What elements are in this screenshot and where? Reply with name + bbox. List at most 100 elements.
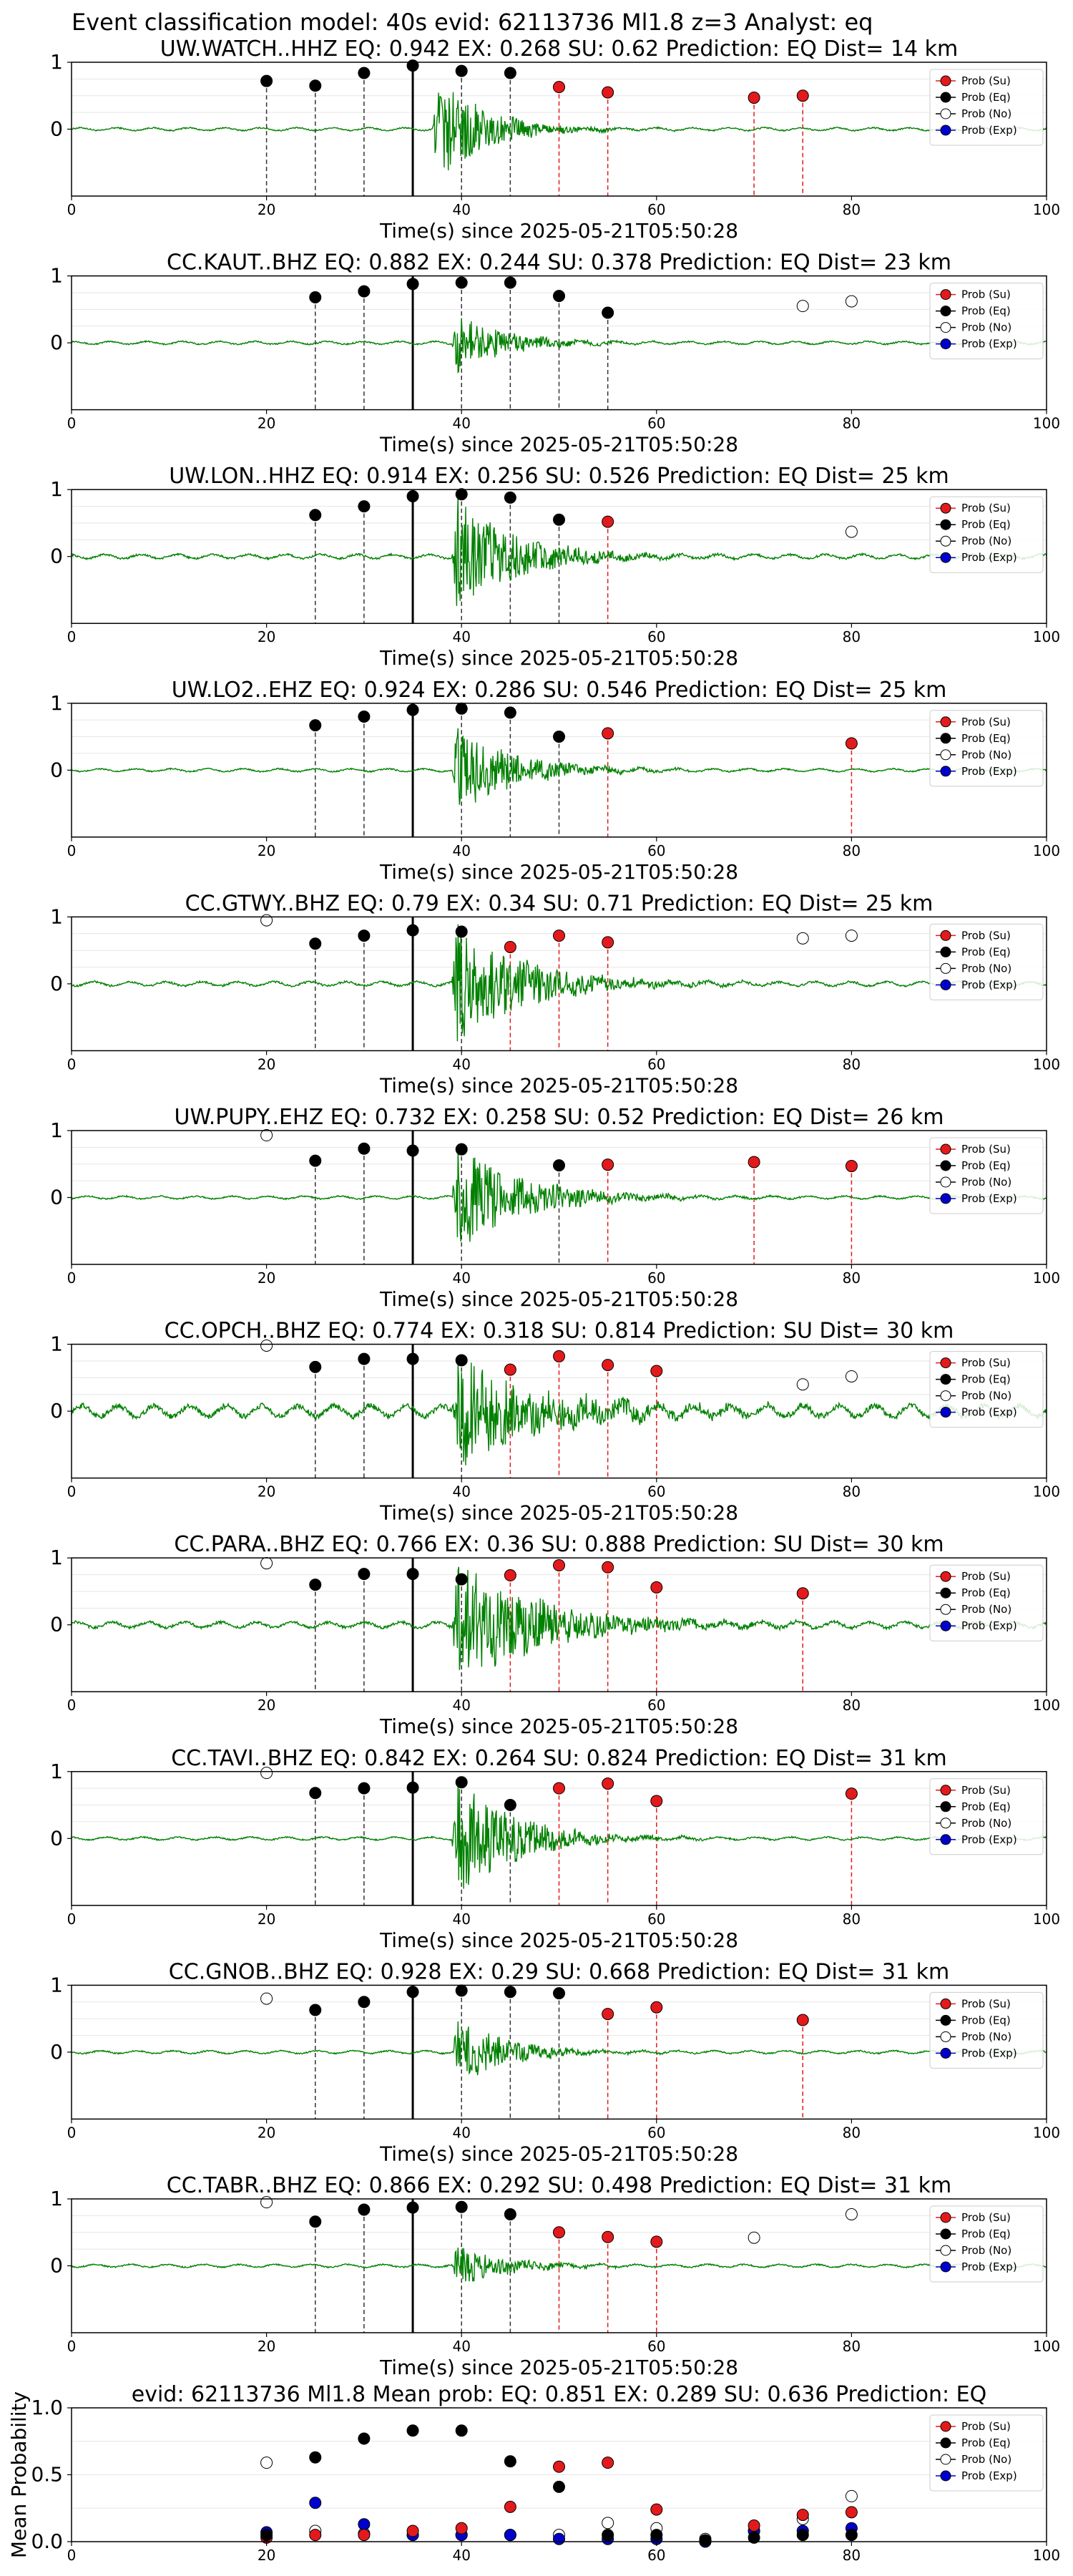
x-tick-label: 100: [1033, 1269, 1060, 1287]
x-tick-label: 100: [1033, 415, 1060, 432]
eq-prob-marker: [504, 2208, 516, 2221]
legend-marker: [940, 125, 951, 136]
su-prob-marker: [602, 2008, 614, 2021]
su-prob-marker: [602, 1561, 614, 1574]
legend-entry: Prob (Su): [961, 1357, 1011, 1370]
legend-entry: Prob (Su): [961, 74, 1011, 87]
su-mean-marker: [309, 2529, 322, 2542]
chart-title: CC.KAUT..BHZ EQ: 0.882 EX: 0.244 SU: 0.3…: [167, 250, 951, 275]
legend-entry: Prob (No): [961, 1176, 1011, 1189]
x-tick-label: 20: [258, 842, 275, 859]
eq-prob-marker: [358, 1782, 371, 1795]
su-mean-marker: [845, 2506, 858, 2519]
legend-marker: [940, 716, 951, 728]
x-tick-label: 60: [647, 415, 665, 432]
legend-entry: Prob (No): [961, 535, 1011, 547]
su-prob-marker: [650, 1581, 663, 1594]
eq-prob-marker: [455, 925, 468, 938]
legend-marker: [940, 1374, 951, 1385]
legend-entry: Prob (Exp): [961, 2469, 1017, 2482]
legend-marker: [940, 1604, 951, 1615]
eq-mean-marker: [796, 2529, 809, 2542]
legend-marker: [940, 1785, 951, 1796]
y-tick-label: 1: [50, 904, 63, 928]
legend-marker: [940, 749, 951, 761]
legend-marker: [940, 1801, 951, 1813]
x-tick-label: 60: [647, 2124, 665, 2141]
eq-mean-marker: [309, 2451, 322, 2464]
x-tick-label: 0: [67, 2338, 77, 2355]
no-prob-marker: [748, 2231, 760, 2244]
eq-prob-marker: [504, 67, 516, 79]
waveform-trace: [71, 92, 1047, 171]
x-axis-label: Time(s) since 2025-05-21T05:50:28: [379, 646, 738, 670]
x-tick-label: 40: [452, 2338, 470, 2355]
legend-entry: Prob (Exp): [961, 2260, 1017, 2273]
legend-marker: [940, 519, 951, 530]
su-prob-marker: [602, 86, 614, 99]
x-axis-label: Time(s) since 2025-05-21T05:50:28: [379, 1501, 738, 1525]
y-tick-label: 0: [50, 331, 63, 354]
no-prob-marker: [845, 930, 858, 942]
eq-prob-marker: [504, 276, 516, 289]
su-prob-marker: [553, 81, 565, 94]
legend-entry: Prob (Eq): [961, 1800, 1011, 1813]
legend-box: [929, 496, 1044, 573]
chart-panel: CC.GNOB..BHZ EQ: 0.928 EX: 0.29 SU: 0.66…: [50, 1959, 1060, 2165]
x-tick-label: 40: [452, 842, 470, 859]
no-prob-marker: [260, 1129, 273, 1142]
x-tick-label: 40: [452, 1697, 470, 1714]
legend-entry: Prob (Eq): [961, 1586, 1011, 1599]
y-tick-label: 1: [50, 1332, 63, 1356]
legend-entry: Prob (Exp): [961, 1833, 1017, 1846]
no-mean-marker: [845, 2489, 858, 2502]
legend-marker: [940, 306, 951, 317]
x-tick-label: 60: [647, 2338, 665, 2355]
no-mean-marker: [602, 2517, 614, 2529]
x-axis-label: Time(s) since 2025-05-21T05:50:28: [379, 2356, 738, 2379]
su-prob-marker: [553, 930, 565, 942]
legend-entry: Prob (Eq): [961, 91, 1011, 104]
eq-prob-marker: [406, 1352, 419, 1365]
eq-prob-marker: [358, 1568, 371, 1581]
x-tick-label: 100: [1033, 628, 1060, 645]
legend-box: [929, 923, 1044, 1000]
legend-marker: [940, 502, 951, 514]
x-tick-label: 0: [67, 1483, 77, 1501]
waveform-trace: [71, 2248, 1047, 2282]
eq-mean-marker: [699, 2534, 712, 2547]
legend-entry: Prob (No): [961, 107, 1011, 120]
x-tick-label: 40: [452, 2124, 470, 2141]
chart-panel: CC.OPCH..BHZ EQ: 0.774 EX: 0.318 SU: 0.8…: [50, 1319, 1060, 1525]
x-tick-label: 40: [452, 1483, 470, 1501]
y-tick-label: 1: [50, 691, 63, 715]
x-tick-label: 100: [1033, 1911, 1060, 1928]
legend-entry: Prob (Su): [961, 1997, 1011, 2010]
x-tick-label: 20: [258, 1269, 275, 1287]
waveform-trace: [71, 318, 1047, 374]
eq-prob-marker: [455, 702, 468, 715]
legend-box: [929, 1564, 1044, 1641]
su-mean-marker: [748, 2519, 760, 2532]
eq-prob-marker: [455, 64, 468, 77]
legend-marker: [940, 1143, 951, 1155]
legend-marker: [940, 766, 951, 777]
su-prob-marker: [504, 1363, 516, 1376]
legend-marker: [940, 1998, 951, 2009]
exp-mean-marker: [309, 2497, 322, 2509]
x-tick-label: 20: [258, 1483, 275, 1501]
y-tick-label: 1: [50, 264, 63, 288]
x-tick-label: 20: [258, 1911, 275, 1928]
eq-prob-marker: [358, 1352, 371, 1365]
su-mean-marker: [650, 2503, 663, 2516]
chart-title: evid: 62113736 Ml1.8 Mean prob: EQ: 0.85…: [132, 2382, 986, 2407]
su-prob-marker: [504, 1569, 516, 1582]
legend-entry: Prob (Exp): [961, 765, 1017, 778]
chart-title: CC.GNOB..BHZ EQ: 0.928 EX: 0.29 SU: 0.66…: [169, 1959, 949, 1984]
eq-prob-marker: [358, 285, 371, 298]
no-prob-marker: [260, 1767, 273, 1780]
legend-marker: [940, 2245, 951, 2256]
su-prob-marker: [602, 515, 614, 528]
legend-entry: Prob (Exp): [961, 124, 1017, 137]
